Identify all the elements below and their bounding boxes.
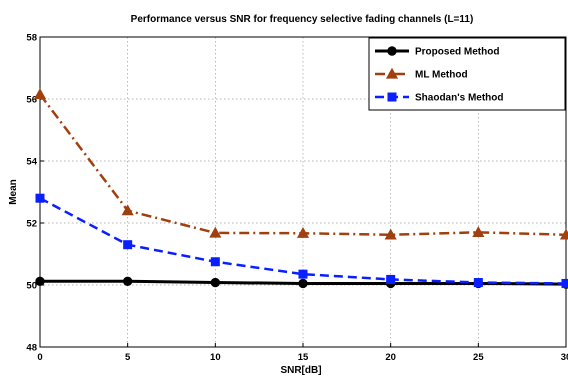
- legend-label: Proposed Method: [415, 47, 499, 58]
- x-tick-label: 10: [210, 352, 221, 363]
- x-axis-label: SNR[dB]: [280, 365, 321, 376]
- x-tick-label: 15: [298, 352, 309, 363]
- data-point: [121, 204, 134, 216]
- data-point: [561, 278, 568, 288]
- x-tick-label: 0: [37, 352, 42, 363]
- data-point: [559, 228, 568, 240]
- data-point: [209, 226, 222, 238]
- legend-entry: ML Method: [375, 67, 468, 81]
- legend-marker: [387, 46, 397, 56]
- y-axis-label: Mean: [8, 179, 19, 205]
- data-point: [296, 227, 310, 238]
- y-tick-label: 48: [26, 343, 37, 354]
- data-point: [298, 269, 308, 279]
- legend: Proposed Method ML Method Shaodan's Method: [368, 37, 566, 111]
- x-tick-label: 20: [385, 352, 396, 363]
- y-axis: 48 50 52 54 56 58: [26, 33, 44, 354]
- data-point: [210, 257, 220, 267]
- data-point: [35, 276, 45, 286]
- series: [33, 88, 568, 289]
- legend-entry: Shaodan's Method: [375, 92, 504, 104]
- data-point: [472, 226, 485, 237]
- legend-marker: [387, 92, 397, 102]
- chart-title: Performance versus SNR for frequency sel…: [131, 14, 474, 25]
- x-axis: 0 5 10 15 20 25 30: [37, 343, 568, 363]
- y-tick-label: 54: [26, 157, 37, 168]
- data-point: [122, 276, 133, 286]
- series-shaodan-s-method: [35, 193, 568, 288]
- y-tick-label: 50: [26, 281, 37, 292]
- y-tick-label: 58: [26, 33, 37, 44]
- data-point: [473, 278, 483, 288]
- legend-marker: [385, 67, 399, 79]
- data-point: [298, 278, 308, 289]
- y-tick-label: 56: [26, 95, 37, 106]
- data-point: [386, 274, 396, 284]
- data-point: [384, 228, 397, 240]
- legend-entry: Proposed Method: [375, 46, 499, 58]
- series-ml-method: [33, 88, 568, 240]
- y-tick-label: 52: [26, 219, 37, 230]
- x-tick-label: 5: [125, 352, 131, 363]
- data-point: [33, 88, 47, 100]
- legend-label: Shaodan's Method: [415, 93, 504, 104]
- x-tick-label: 30: [561, 352, 568, 363]
- data-point: [210, 277, 221, 288]
- data-point: [123, 240, 133, 250]
- legend-label: ML Method: [415, 70, 468, 81]
- x-tick-label: 25: [473, 352, 484, 363]
- data-point: [35, 193, 45, 203]
